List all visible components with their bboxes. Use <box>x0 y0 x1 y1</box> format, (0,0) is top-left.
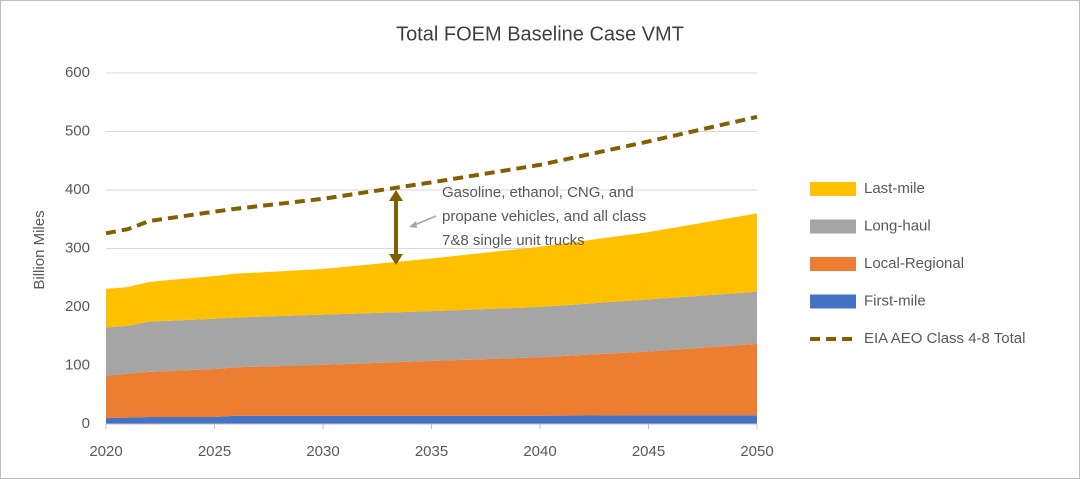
legend-label: First-mile <box>864 292 926 309</box>
area <box>106 415 757 424</box>
legend-swatch <box>810 182 856 196</box>
y-tick-label: 0 <box>82 415 90 432</box>
x-tick-label: 2050 <box>740 443 773 460</box>
legend-label: Long-haul <box>864 217 931 234</box>
area <box>106 213 757 328</box>
x-tick-label: 2025 <box>198 443 231 460</box>
chart-title: Total FOEM Baseline Case VMT <box>396 23 684 45</box>
x-tick-label: 2040 <box>523 443 556 460</box>
legend-swatch <box>810 294 856 309</box>
area <box>106 291 757 376</box>
y-tick-label: 300 <box>65 239 90 256</box>
x-tick-label: 2020 <box>89 443 122 460</box>
area <box>106 343 757 419</box>
annotation-arrow <box>389 190 437 265</box>
legend-swatch <box>810 257 856 271</box>
y-tick-label: 100 <box>65 356 90 373</box>
y-tick-label: 200 <box>65 298 90 315</box>
y-tick-label: 600 <box>65 64 90 81</box>
y-axis-label: Billion Miles <box>31 210 48 289</box>
legend-swatch <box>810 219 856 234</box>
annotation-text: Gasoline, ethanol, CNG, and <box>442 184 634 201</box>
legend-label: Last-mile <box>864 180 925 197</box>
x-tick-label: 2045 <box>632 443 665 460</box>
annotation-text: 7&8 single unit trucks <box>442 232 585 249</box>
x-tick-label: 2030 <box>306 443 339 460</box>
total-line <box>105 114 758 236</box>
annotation-text: propane vehicles, and all class <box>442 208 646 225</box>
y-tick-label: 400 <box>65 181 90 198</box>
x-tick-label: 2035 <box>415 443 448 460</box>
legend-label: Local-Regional <box>864 255 964 272</box>
y-tick-label: 500 <box>65 122 90 139</box>
legend-label: EIA AEO Class 4-8 Total <box>864 330 1025 347</box>
